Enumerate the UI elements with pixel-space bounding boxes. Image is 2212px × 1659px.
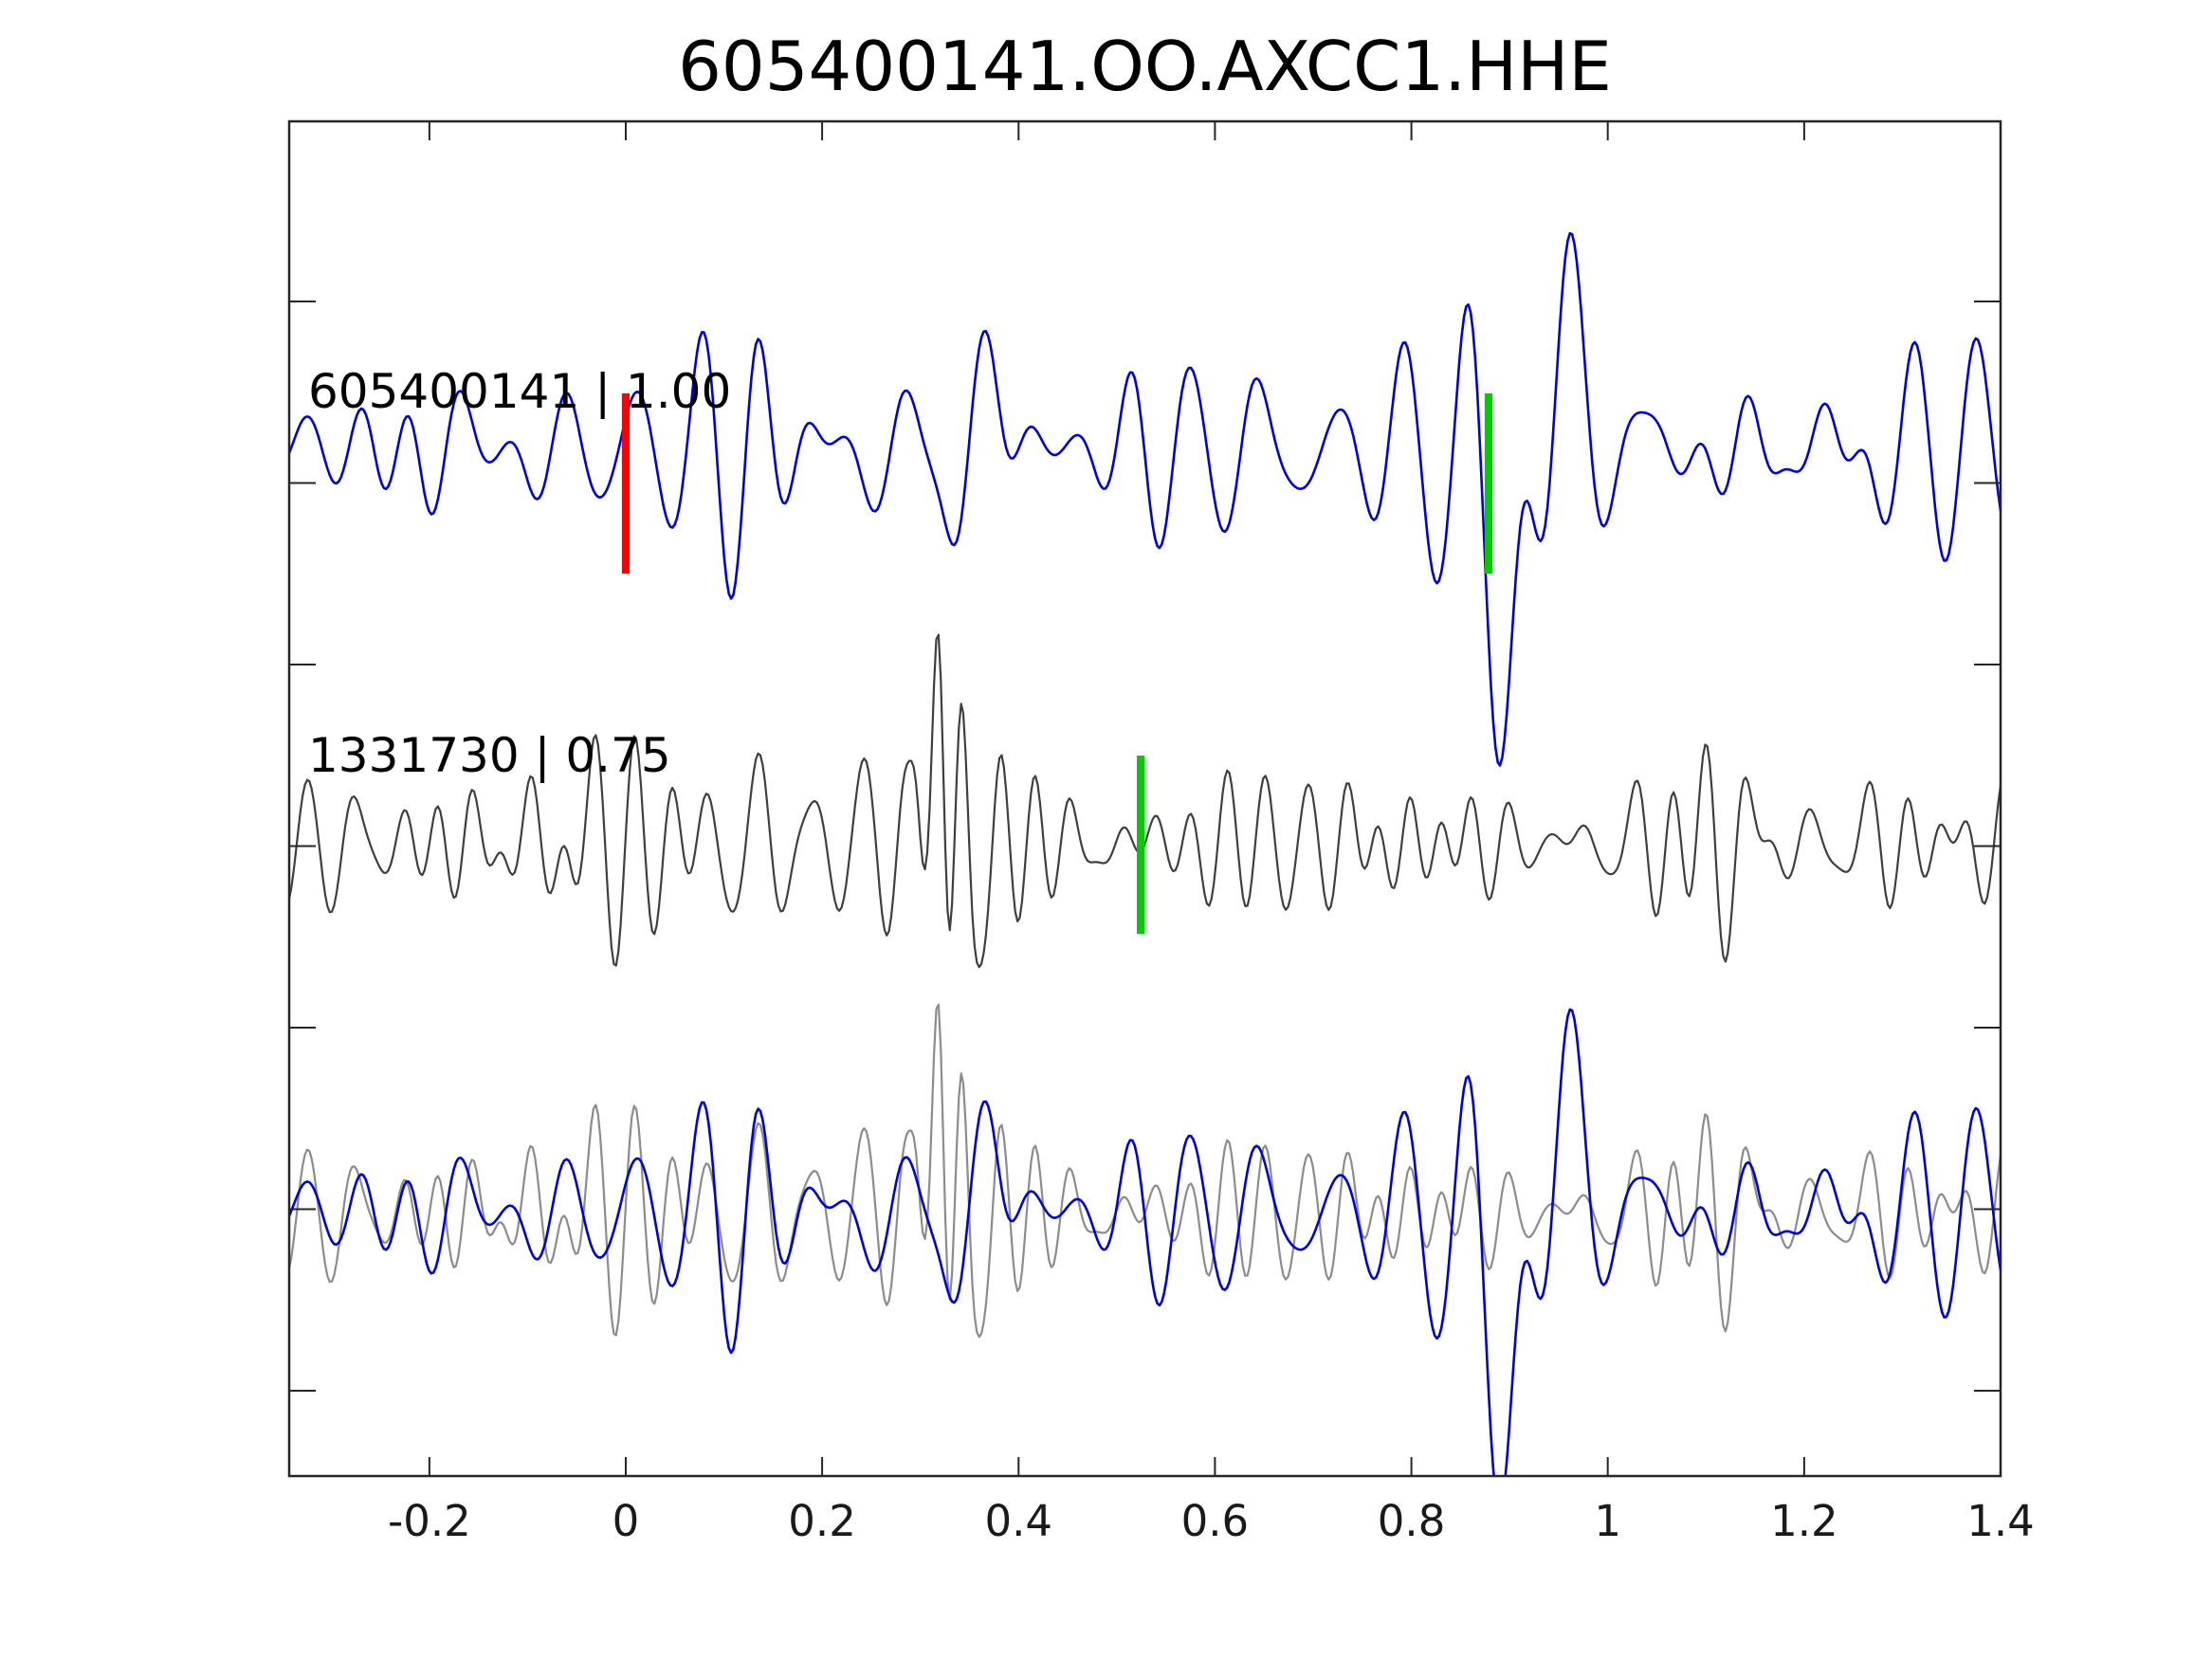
green-pick-marker-1 [1485,393,1492,574]
axis-ticks [289,121,2002,1476]
trace-lines [289,231,2001,1476]
x-tick-labels: -0.2 0 0.2 0.4 0.6 0.8 1 1.2 1.4 [388,1496,2035,1546]
template-trace-label: 1331730 | 0.75 [308,728,671,783]
detection-trace [289,231,2001,767]
x-tick-label: -0.2 [388,1496,471,1546]
overlay-detection-trace [289,1008,2001,1476]
red-pick-marker [622,393,630,574]
x-tick-label: 1.4 [1966,1496,2035,1546]
x-tick-label: 0.8 [1378,1496,1446,1546]
x-tick-label: 0.4 [985,1496,1053,1546]
chart-title: 605400141.OO.AXCC1.HHE [678,27,1612,106]
pick-markers [622,393,1492,934]
axes-frame [287,119,2002,1478]
x-tick-label: 1.2 [1770,1496,1838,1546]
detection-trace-label: 605400141 | 1.00 [308,364,731,419]
green-pick-marker-2 [1137,756,1144,934]
template-trace [289,633,2001,969]
x-tick-label: 0.2 [788,1496,856,1546]
x-tick-label: 0 [612,1496,640,1546]
x-tick-label: 0.6 [1181,1496,1250,1546]
x-tick-label: 1 [1594,1496,1621,1546]
